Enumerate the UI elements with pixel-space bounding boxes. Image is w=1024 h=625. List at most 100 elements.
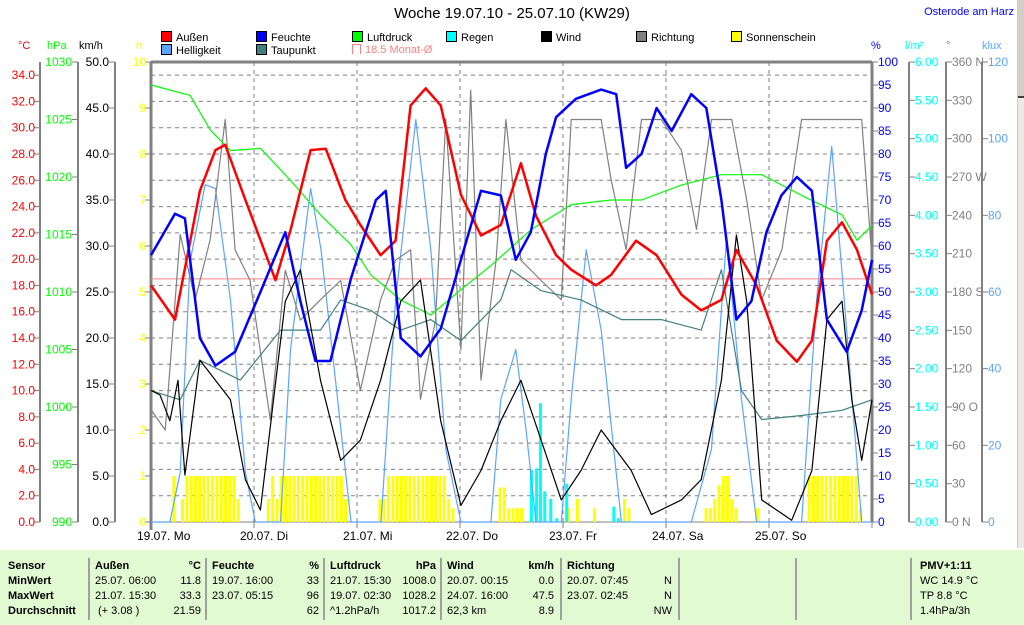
legend-item-6: Sonnenschein	[731, 31, 816, 44]
axis-label-temp: 34.0	[12, 68, 36, 82]
bar-sonnenschein	[811, 476, 815, 522]
dewpoint: TP 8.8 °C	[920, 590, 968, 602]
axis-label-hum: 85	[878, 124, 892, 138]
legend-swatch	[352, 31, 363, 42]
axis-label-rain: 2.50	[915, 323, 939, 337]
axis-label-lux: 40	[988, 362, 1002, 376]
bar-sonnenschein	[708, 508, 712, 522]
aussen-header: Außen	[95, 560, 130, 572]
axis-label-hum: 60	[878, 239, 892, 253]
axis-label-rain: 5.50	[915, 93, 939, 107]
row-label-avg: Durchschnitt	[8, 605, 76, 617]
feuchte-avg: 62	[306, 605, 319, 617]
axis-label-sun: 7	[139, 193, 146, 207]
windchill: WC 14.9 °C	[920, 575, 979, 587]
axis-label-temp: 12.0	[12, 357, 36, 371]
axis-label-hum: 90	[878, 101, 892, 115]
axis-label-sun: 10	[133, 55, 147, 69]
bar-sonnenschein	[288, 476, 292, 522]
bar-sonnenschein	[434, 476, 438, 522]
day-label: 24.07. Sa	[652, 529, 704, 543]
axis-label-temp: 4.0	[18, 462, 35, 476]
legend-item-8: Taupunkt	[256, 44, 316, 57]
aussen-unit: °C	[188, 560, 201, 572]
bar-sonnenschein	[850, 476, 854, 522]
axis-label-sun: 9	[139, 101, 146, 115]
axis-label-rain: 0.00	[915, 515, 939, 529]
legend-swatch	[161, 31, 172, 42]
bar-sonnenschein	[756, 508, 760, 522]
stats-col-empty-1	[678, 558, 797, 620]
stats-col-feuchte: Feuchte % 19.07. 16:00 33 23.07. 05:15 9…	[205, 558, 325, 620]
bar-sonnenschein	[447, 499, 451, 522]
bar-sonnenschein	[326, 476, 330, 522]
bar-sonnenschein	[829, 476, 833, 522]
axis-label-rain: 3.50	[915, 247, 939, 261]
axis-label-hum: 10	[878, 469, 892, 483]
day-label: 25.07. So	[755, 529, 807, 543]
bar-regen	[565, 483, 569, 522]
bar-sonnenschein	[837, 476, 841, 522]
axis-label-dir: 210	[952, 247, 972, 261]
aussen-max-time: 21.07. 15:30	[95, 590, 157, 602]
axis-label-press: 1010	[45, 285, 72, 299]
bar-sonnenschein	[408, 476, 412, 522]
axis-label-wind: 25.0	[86, 285, 110, 299]
day-label: 23.07. Fr	[549, 529, 597, 543]
aussen-max: 33.3	[179, 590, 201, 602]
wind-min: 0.0	[538, 575, 554, 587]
bar-sonnenschein	[339, 476, 343, 522]
axis-label-sun: 6	[139, 239, 146, 253]
bar-sonnenschein	[713, 499, 717, 522]
bar-sonnenschein	[279, 476, 283, 522]
stats-col-aussen: Außen °C 25.07. 06:00 11.8 21.07. 15:30 …	[88, 558, 207, 620]
axis-label-sun: 2	[139, 423, 146, 437]
pmv-header: PMV+1:11	[920, 560, 972, 572]
axis-unit-rain: l/m²	[905, 40, 924, 52]
richtung-avg: NW	[653, 605, 672, 617]
stats-col-richtung: Richtung 20.07. 07:45 N 23.07. 02:45 N N…	[560, 558, 680, 620]
luftdruck-unit: hPa	[415, 560, 436, 572]
location-link[interactable]: Osterode am Harz	[924, 6, 1014, 18]
bar-sonnenschein	[623, 499, 627, 522]
stats-col-empty-2	[795, 558, 912, 620]
bar-sonnenschein	[344, 499, 348, 522]
legend-label: Feuchte	[271, 32, 311, 44]
bar-sonnenschein	[425, 476, 429, 522]
axis-label-press: 1015	[45, 228, 72, 242]
legend-swatch	[256, 31, 267, 42]
bar-sonnenschein	[382, 499, 386, 522]
series-luftdruck	[150, 84, 873, 316]
bar-sonnenschein	[438, 476, 442, 522]
pressure-trend: 1.4hPa/3h	[920, 605, 971, 617]
bar-sonnenschein	[284, 476, 288, 522]
wind-avg: 8.9	[538, 605, 554, 617]
bar-sonnenschein	[181, 499, 185, 522]
vertical-scrollbar[interactable]	[1017, 0, 1024, 548]
feuchte-max: 96	[306, 590, 319, 602]
bar-sonnenschein	[296, 476, 300, 522]
axis-label-rain: 3.00	[915, 285, 939, 299]
feuchte-min-time: 19.07. 16:00	[212, 575, 274, 587]
scrollbar-thumb[interactable]	[1018, 0, 1024, 98]
bar-sonnenschein	[511, 508, 515, 522]
axis-label-temp: 8.0	[18, 410, 35, 424]
bar-sonnenschein	[841, 476, 845, 522]
bar-sonnenschein	[507, 508, 511, 522]
axis-unit-press: hPa	[47, 40, 67, 52]
axis-label-temp: 6.0	[18, 436, 35, 450]
wind-max: 47.5	[532, 590, 554, 602]
axis-unit-wind: km/h	[79, 40, 103, 52]
axis-label-temp: 24.0	[12, 200, 36, 214]
stats-col-luftdruck: Luftdruck hPa 21.07. 15:30 1008.0 19.07.…	[323, 558, 442, 620]
bar-sonnenschein	[807, 476, 811, 522]
sensor-header: Sensor	[8, 560, 46, 572]
legend-label: 18.5 Monat-Ø	[365, 44, 433, 56]
bars-sonnenschein	[172, 476, 863, 522]
axis-label-temp: 2.0	[18, 489, 35, 503]
stats-col-sensor: Sensor MinWert MaxWert Durchschnitt	[0, 558, 88, 620]
weather-chart: 0.02.04.06.08.010.012.014.016.018.020.02…	[12, 55, 1009, 543]
axis-label-wind: 40.0	[86, 147, 110, 161]
bar-sonnenschein	[309, 476, 313, 522]
bar-sonnenschein	[193, 476, 197, 522]
